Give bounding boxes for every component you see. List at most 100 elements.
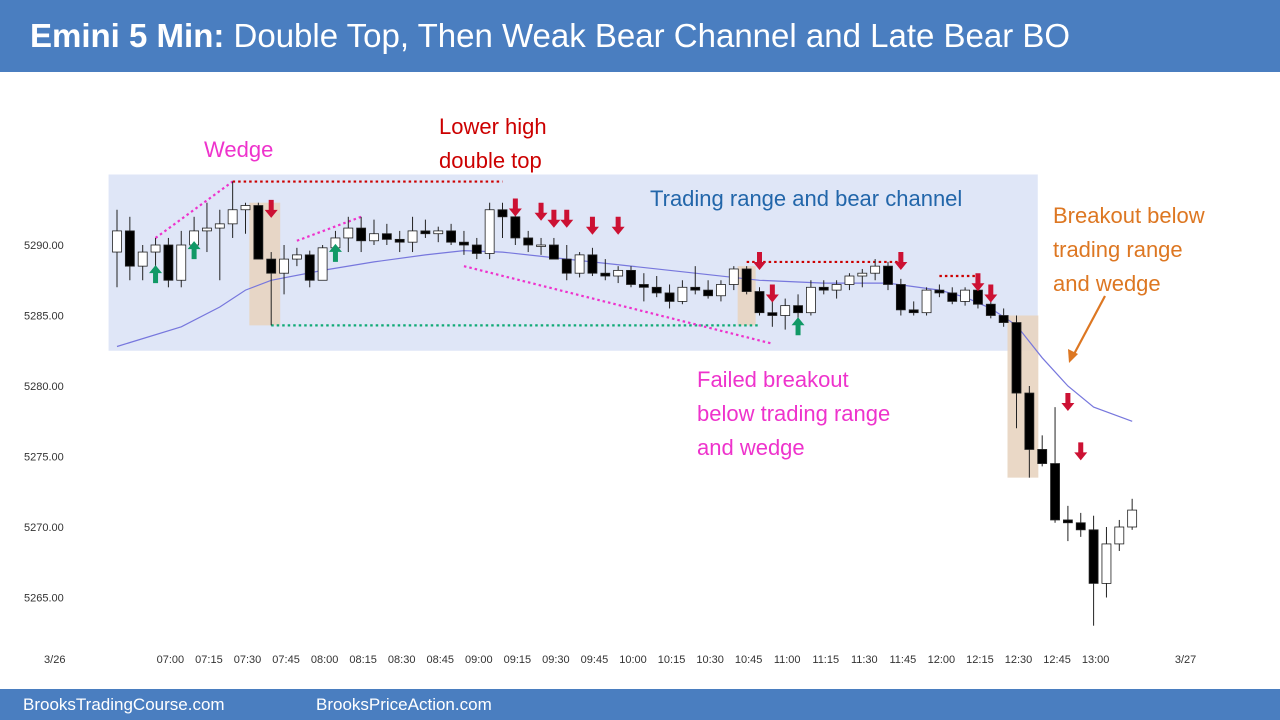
bull-candle (343, 227, 354, 239)
x-tick-label: 12:00 (928, 654, 956, 666)
bear-candle (651, 286, 662, 294)
title-rest: Double Top, Then Weak Bear Channel and L… (233, 17, 1071, 54)
bull-candle (870, 265, 881, 274)
bear-candle (471, 244, 482, 254)
bull-candle (291, 254, 302, 260)
bull-candle (574, 254, 585, 274)
failed-breakout-label: and wedge (697, 435, 805, 460)
bear-candle (549, 244, 559, 260)
x-tick-label: 13:00 (1082, 654, 1110, 666)
bull-candle (227, 209, 238, 225)
bear-candle (381, 233, 392, 240)
x-tick-label: 08:45 (426, 654, 454, 666)
x-tick-label: 12:15 (966, 654, 994, 666)
bear-candle (947, 292, 958, 302)
bear-candle (163, 244, 174, 281)
bull-candle (484, 209, 495, 254)
red-down-arrow-icon (984, 284, 998, 303)
x-tick-label: 11:15 (812, 654, 839, 666)
bear-candle (266, 258, 277, 274)
bear-candle (908, 309, 919, 314)
x-tick-label: 10:00 (619, 654, 647, 666)
red-down-arrow-icon (753, 252, 766, 271)
bear-candle (1050, 463, 1060, 521)
candlestick-chart: 5290.00 5285.00 5280.00 5275.00 5270.00 5265.… (24, 114, 1205, 666)
green-up-arrow-icon (187, 241, 201, 260)
bull-candle (407, 230, 418, 243)
red-down-arrow-icon (611, 216, 625, 235)
green-up-arrow-icon (791, 317, 805, 336)
x-tick-label: 09:00 (465, 654, 493, 666)
bull-candle (780, 305, 791, 316)
red-down-arrow-icon (547, 209, 561, 228)
failed-breakout-label: below trading range (697, 401, 890, 426)
y-tick-label: 5280.00 (24, 381, 64, 393)
bear-candle (459, 241, 469, 246)
bull-candle (613, 269, 624, 277)
bear-candle (510, 216, 521, 239)
bear-candle (626, 269, 636, 285)
x-tick-label: 12:45 (1043, 654, 1071, 666)
bear-candle (1088, 529, 1099, 584)
page-title: Emini 5 Min: Double Top, Then Weak Bear … (30, 14, 1070, 58)
bear-candle (690, 286, 701, 291)
bear-candle (793, 305, 803, 314)
brooks-trading-course-link[interactable]: BrooksTradingCourse.com (23, 695, 225, 714)
pointer-arrow-line (1072, 295, 1106, 357)
bull-candle (112, 230, 122, 253)
bear-candle (1075, 522, 1086, 531)
bull-candle (921, 289, 932, 314)
footer-bar: BrooksTradingCourse.com BrooksPriceActio… (0, 689, 1280, 720)
red-down-arrow-icon (264, 199, 278, 218)
breakout-label: trading range (1053, 237, 1183, 262)
x-tick-label: 08:15 (349, 654, 377, 666)
bear-candle (638, 284, 649, 288)
x-tick-label: 11:30 (851, 654, 878, 666)
bear-candle (356, 227, 367, 242)
bear-candle (394, 238, 405, 243)
red-down-arrow-icon (894, 252, 908, 271)
bull-candle (433, 230, 444, 235)
bear-candle (1037, 449, 1048, 464)
wedge-label: Wedge (204, 137, 273, 162)
bull-candle (150, 244, 161, 253)
bull-candle (176, 244, 187, 281)
bear-candle (934, 289, 945, 294)
bull-candle (728, 268, 739, 285)
x-tick-label: 10:15 (658, 654, 686, 666)
bear-candle (1063, 519, 1073, 524)
red-down-arrow-icon (1074, 442, 1088, 461)
bull-candle (240, 205, 251, 211)
bull-candle (202, 227, 212, 232)
upper-wedge-line (296, 215, 362, 242)
bull-candle (844, 275, 855, 285)
bear-candle (973, 289, 983, 305)
red-down-arrow-icon (534, 202, 548, 221)
bear-candle (741, 268, 752, 292)
bull-candle (831, 284, 842, 291)
x-tick-label: 08:00 (311, 654, 339, 666)
y-tick-label: 5275.00 (24, 452, 64, 464)
title-bar: Emini 5 Min: Double Top, Then Weak Bear … (0, 0, 1280, 72)
x-tick-label: 09:15 (504, 654, 532, 666)
bull-candle (1127, 509, 1138, 528)
bull-candle (1114, 526, 1125, 545)
bear-candle (420, 230, 431, 235)
brooks-price-action-link[interactable]: BrooksPriceAction.com (316, 695, 492, 714)
x-tick-label: 09:30 (542, 654, 570, 666)
pointer-arrow-head-icon (1068, 349, 1078, 363)
bear-candle (985, 303, 996, 316)
bear-candle (664, 292, 675, 302)
bear-candle (754, 291, 765, 314)
x-tick-label: 07:15 (195, 654, 223, 666)
red-down-arrow-icon (560, 209, 574, 228)
red-down-arrow-icon (971, 273, 985, 292)
lower-high-label: Lower high (439, 114, 547, 139)
lower-high-label: double top (439, 148, 542, 173)
green-up-arrow-icon (328, 243, 342, 262)
bear-candle (587, 254, 598, 274)
x-tick-label: 11:00 (774, 654, 801, 666)
bear-candle (446, 230, 457, 243)
x-tick-label: 10:30 (696, 654, 724, 666)
x-tick-label: 11:45 (889, 654, 916, 666)
